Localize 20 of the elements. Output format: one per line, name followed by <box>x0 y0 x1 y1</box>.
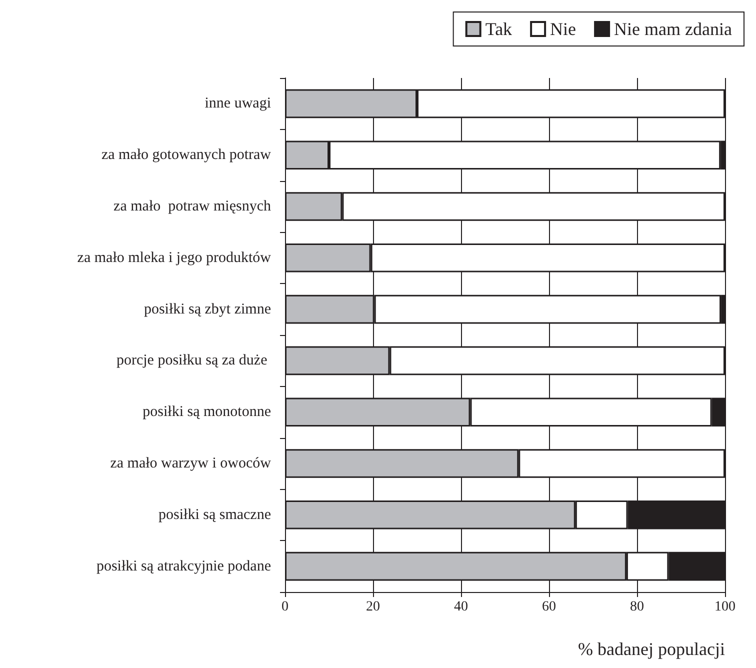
y-tick-label: posiłki są atrakcyjnie podane <box>96 558 272 574</box>
legend-label: Tak <box>485 19 512 39</box>
y-tick-label: posiłki są smaczne <box>158 506 272 523</box>
legend-label: Nie mam zdania <box>614 19 732 39</box>
x-tick-label: 20 <box>366 600 380 614</box>
x-tick-label: 80 <box>630 600 644 614</box>
y-tick-label: za mało gotowanych potraw <box>101 147 272 164</box>
y-tick-label: inne uwagi <box>204 96 271 112</box>
x-axis-title: % badanej populacji <box>578 639 725 659</box>
y-tick-label: posiłki są monotonne <box>142 404 272 420</box>
x-tick-label: 40 <box>454 600 468 614</box>
y-tick-label: porcje posiłku są za duże <box>116 352 271 369</box>
x-tick-label: 60 <box>542 600 556 614</box>
legend-label: Nie <box>550 19 576 39</box>
y-tick-label: za mało mleka i jego produktów <box>77 250 272 266</box>
y-tick-label: za mało potraw mięsnych <box>114 198 272 214</box>
x-tick-label: 0 <box>282 600 288 614</box>
y-tick-label: za mało warzyw i owoców <box>110 456 272 472</box>
y-tick-label: posiłki są zbyt zimne <box>144 301 272 318</box>
x-tick-label: 100 <box>714 600 736 614</box>
